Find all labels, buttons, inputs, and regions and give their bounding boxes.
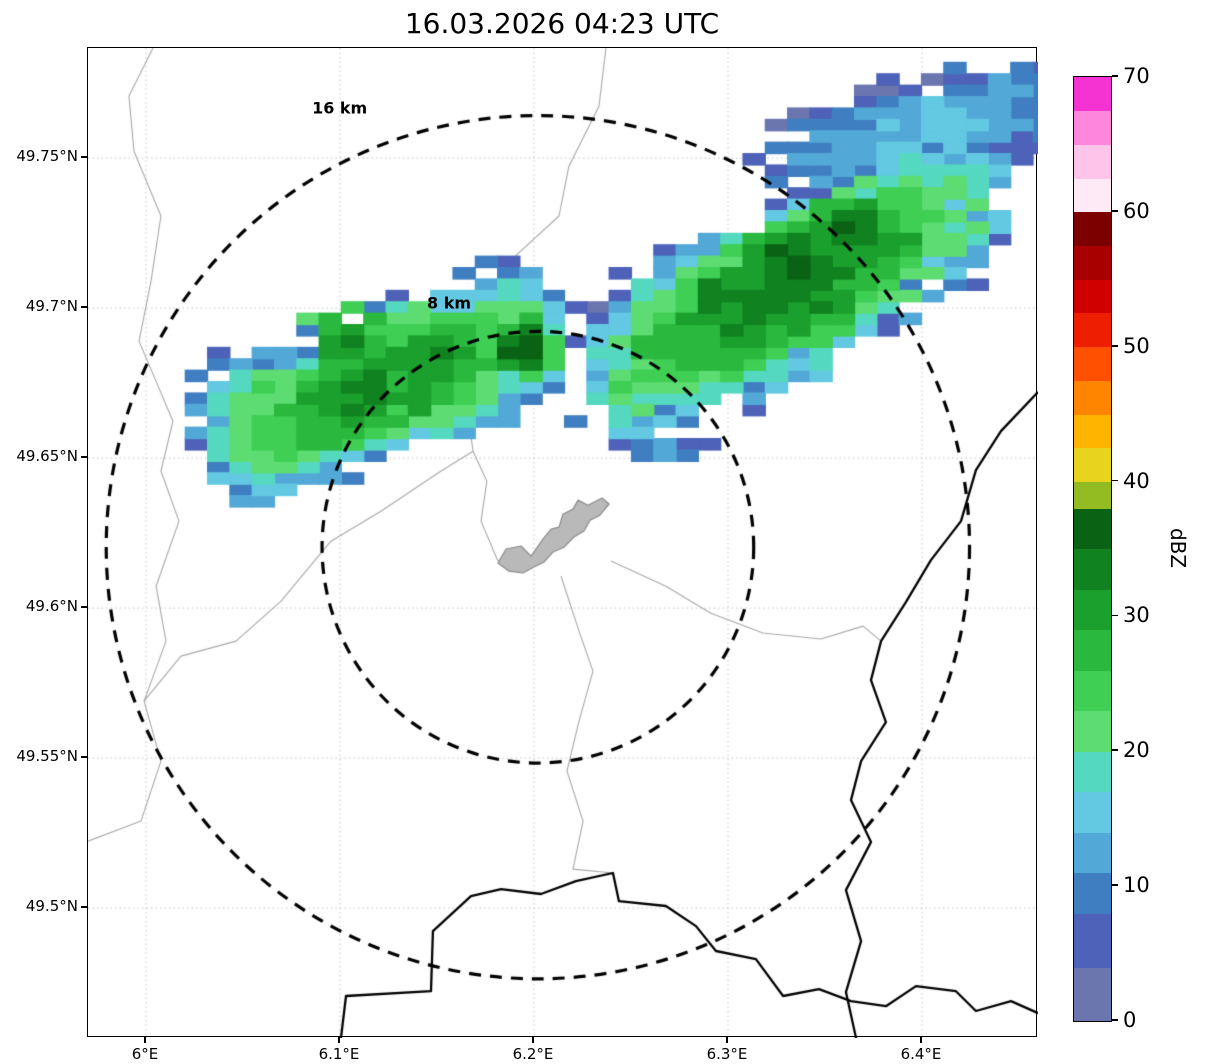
colorbar-segment: [1074, 144, 1111, 179]
colorbar-segment: [1074, 77, 1111, 112]
colorbar-segment: [1074, 346, 1111, 381]
colorbar-tick-mark: [1112, 1019, 1118, 1021]
colorbar-tick-label: 10: [1123, 873, 1150, 898]
x-tick-mark: [144, 1037, 146, 1043]
colorbar-segment: [1074, 508, 1111, 550]
range-ring-8km-label: 8 km: [426, 293, 472, 313]
x-tick-mark: [338, 1037, 340, 1043]
colorbar-tick-label: 0: [1123, 1008, 1137, 1032]
colorbar-tick-label: 20: [1123, 738, 1150, 763]
colorbar-segment: [1074, 447, 1111, 483]
colorbar-tick-label: 50: [1123, 333, 1150, 358]
colorbar-segment: [1074, 380, 1111, 415]
colorbar-segment: [1074, 629, 1111, 671]
x-tick-label: 6.2°E: [512, 1045, 554, 1063]
y-tick-label: 49.7°N: [25, 297, 78, 316]
colorbar-segment: [1074, 279, 1111, 314]
colorbar-segment: [1074, 313, 1111, 348]
x-tick-label: 6.4°E: [900, 1045, 942, 1063]
colorbar-tick-label: 40: [1123, 468, 1150, 493]
colorbar-segment: [1074, 178, 1111, 213]
colorbar-segment: [1074, 211, 1111, 247]
colorbar-tick-mark: [1112, 884, 1118, 886]
colorbar-tick-label: 70: [1123, 64, 1150, 88]
colorbar-segment: [1074, 832, 1111, 874]
y-tick-mark: [81, 906, 87, 908]
y-tick-label: 49.5°N: [25, 897, 78, 916]
colorbar-tick-label: 60: [1123, 198, 1150, 223]
x-tick-label: 6°E: [131, 1045, 159, 1063]
x-tick-mark: [726, 1037, 728, 1043]
colorbar-segment: [1074, 481, 1111, 510]
y-tick-mark: [81, 306, 87, 308]
colorbar-segment: [1074, 670, 1111, 712]
x-tick-mark: [920, 1037, 922, 1043]
y-tick-mark: [81, 156, 87, 158]
colorbar-segment: [1074, 751, 1111, 793]
colorbar-tick-mark: [1112, 75, 1118, 77]
colorbar-tick-mark: [1112, 614, 1118, 617]
colorbar-axis-label: dBZ: [1166, 527, 1190, 569]
x-tick-label: 6.3°E: [706, 1045, 748, 1063]
y-tick-mark: [81, 756, 87, 758]
map-plot-area: 8 km 16 km: [87, 47, 1038, 1038]
y-tick-label: 49.6°N: [25, 597, 78, 616]
colorbar-segment: [1074, 913, 1111, 968]
y-tick-label: 49.55°N: [16, 747, 78, 766]
figure-title: 16.03.2026 04:23 UTC: [404, 7, 720, 40]
radar-map-canvas: [88, 48, 1038, 1038]
colorbar-segment: [1074, 245, 1111, 280]
colorbar-tick-mark: [1112, 210, 1118, 212]
y-tick-label: 49.65°N: [16, 447, 78, 466]
x-tick-label: 6.1°E: [318, 1045, 360, 1063]
colorbar-segment: [1074, 967, 1111, 1022]
y-tick-mark: [81, 456, 87, 458]
colorbar-tick-mark: [1112, 344, 1118, 347]
colorbar-segment: [1074, 414, 1111, 449]
colorbar-segment: [1074, 589, 1111, 631]
colorbar-tick-mark: [1112, 749, 1118, 752]
colorbar-tick-mark: [1112, 479, 1118, 482]
colorbar-tick-label: 30: [1123, 603, 1150, 628]
colorbar-segment: [1074, 549, 1111, 590]
x-tick-mark: [532, 1037, 534, 1043]
colorbar-segment: [1074, 710, 1111, 752]
y-tick-mark: [81, 606, 87, 608]
colorbar-segment: [1074, 791, 1111, 833]
colorbar-segment: [1074, 872, 1111, 914]
range-ring-16km-label: 16 km: [312, 98, 368, 118]
colorbar-segment: [1074, 110, 1111, 145]
colorbar: [1073, 76, 1112, 1022]
y-tick-label: 49.75°N: [16, 147, 78, 166]
